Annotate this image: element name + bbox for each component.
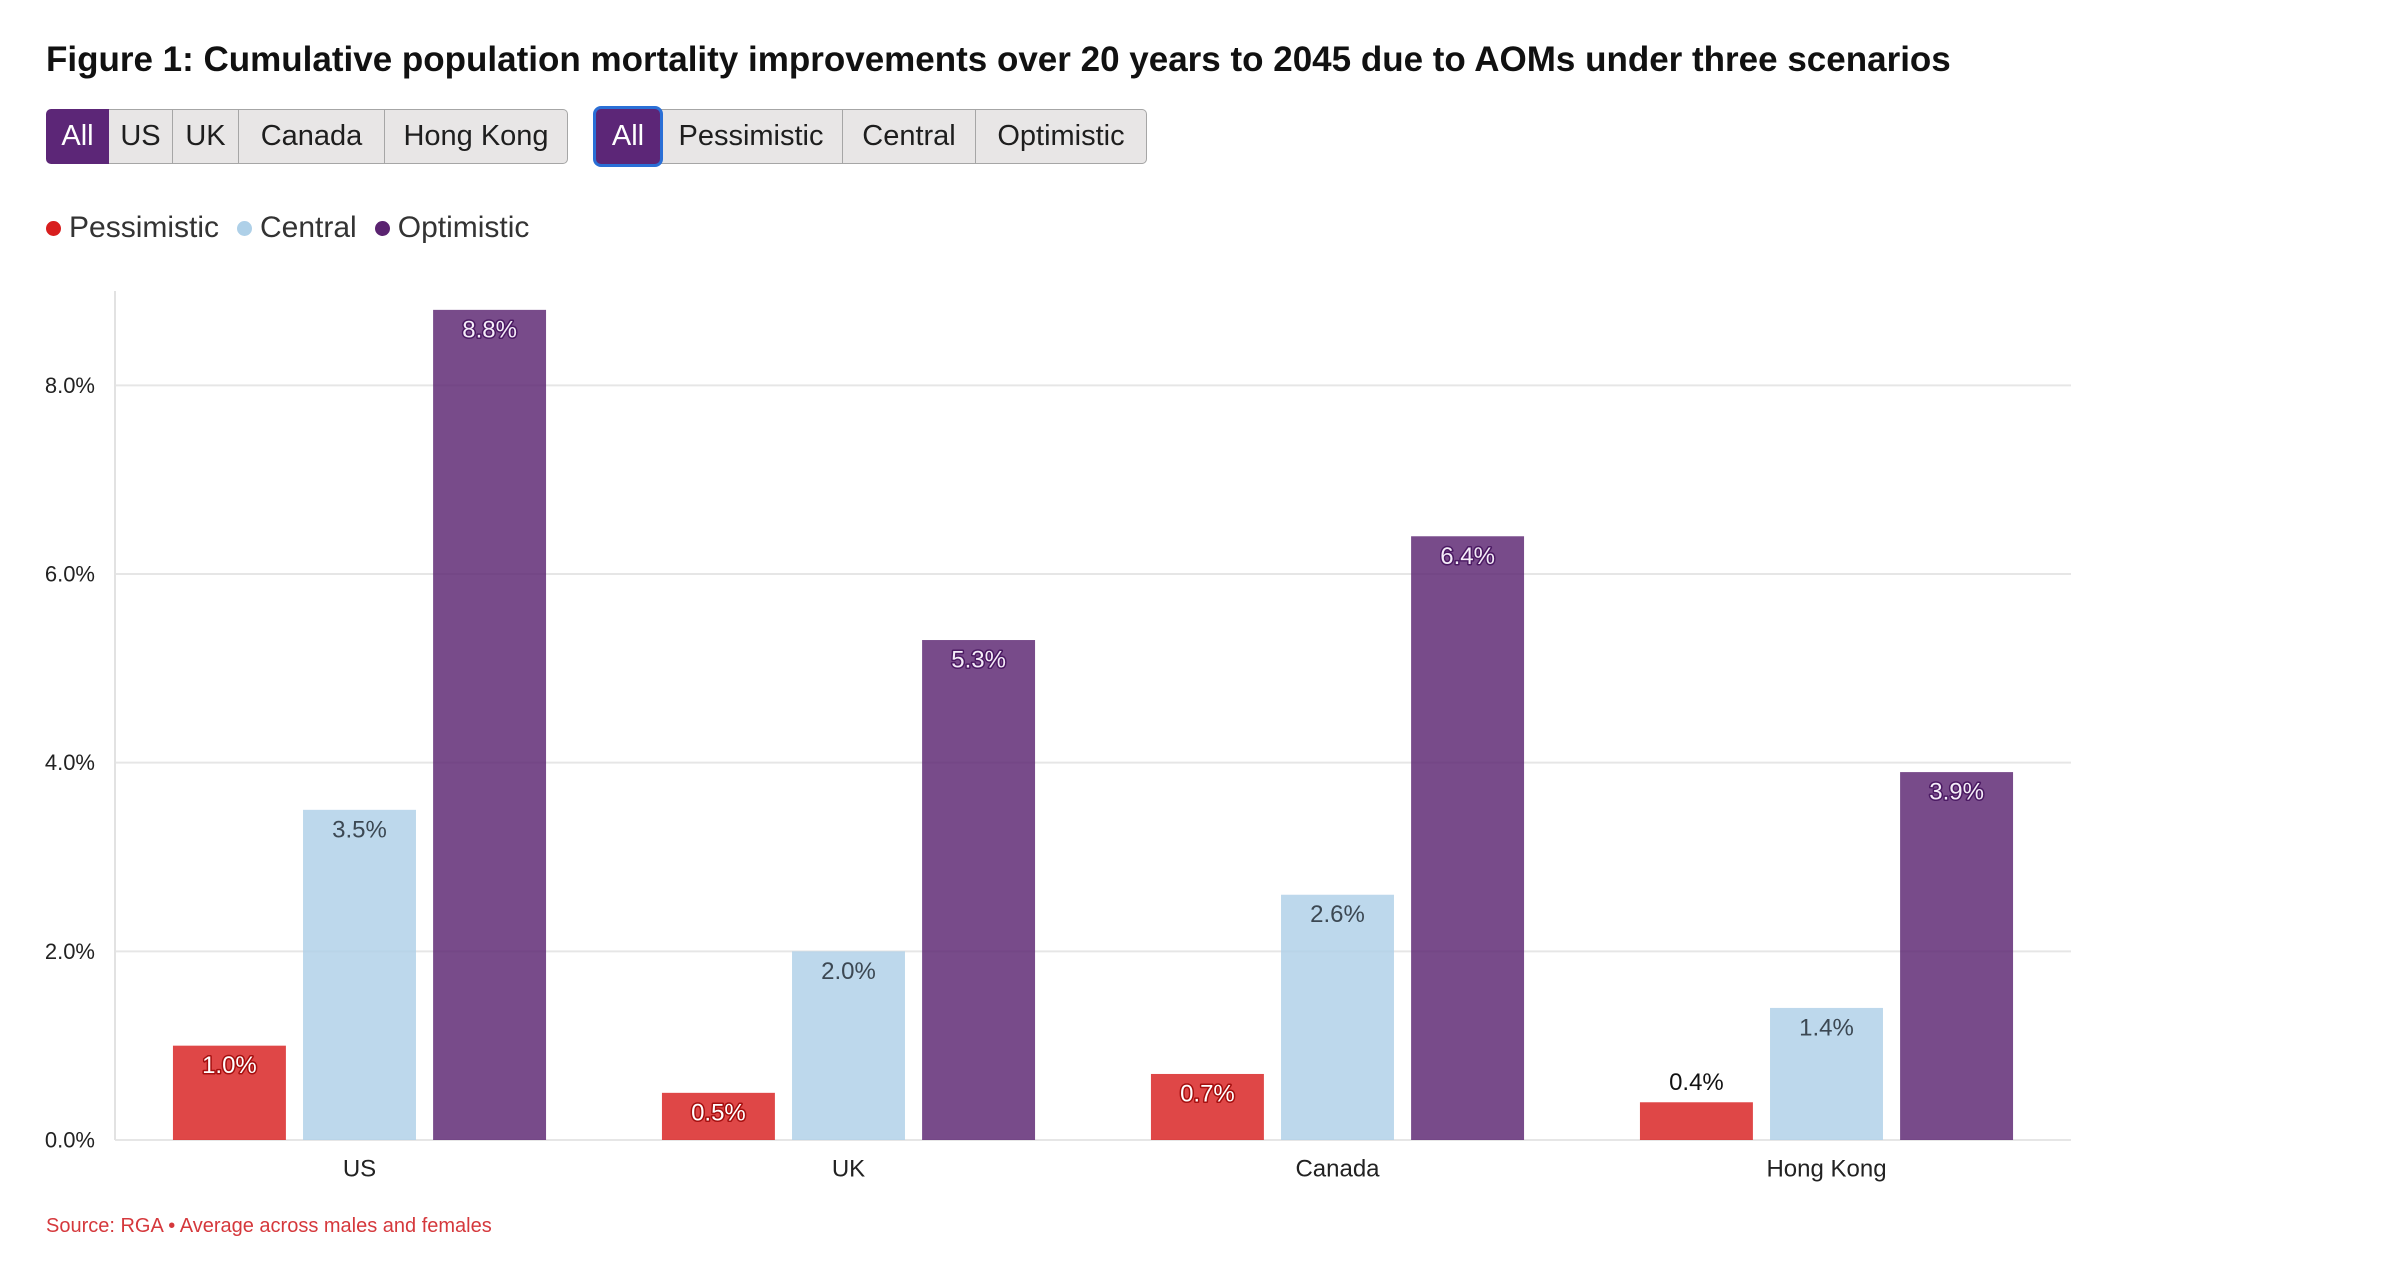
bar-hong-kong-central [1770, 1007, 1883, 1140]
bar-us-central [303, 809, 416, 1140]
bar-uk-central [792, 951, 905, 1140]
data-label: 3.9% [1929, 779, 1984, 806]
scenario-filter-all-button[interactable]: All [596, 109, 660, 164]
y-tick-label: 8.0% [45, 373, 95, 398]
bar-canada-pessimistic [1150, 1073, 1264, 1140]
bar-canada-central [1281, 894, 1394, 1140]
data-label: 1.4% [1799, 1014, 1854, 1041]
scenario-filter-pessimistic-button[interactable]: Pessimistic [660, 109, 843, 164]
region-filter-canada-button[interactable]: Canada [239, 109, 385, 164]
y-tick-label: 4.0% [45, 750, 95, 775]
data-label: 0.4% [1669, 1069, 1724, 1096]
data-label: 1.0% [202, 1052, 257, 1079]
scenario-filter-group: All Pessimistic Central Optimistic [596, 109, 1147, 164]
x-tick-label: Hong Kong [1766, 1156, 1886, 1183]
data-label: 3.5% [332, 816, 387, 843]
y-tick-label: 0.0% [45, 1128, 95, 1153]
x-tick-label: UK [832, 1156, 865, 1183]
source-note: Source: RGA • Average across males and f… [46, 1215, 492, 1237]
category-group-uk: 0.5% 2.0% 5.3% UK [661, 640, 1036, 1183]
region-filter-hong-kong-button[interactable]: Hong Kong [385, 109, 568, 164]
x-tick-label: Canada [1295, 1156, 1380, 1183]
category-group-canada: 0.7% 2.6% 6.4% Canada [1150, 536, 1525, 1183]
legend-item-pessimistic[interactable]: Pessimistic [46, 209, 219, 247]
data-label: 2.0% [821, 958, 876, 985]
scenario-filter-central-button[interactable]: Central [843, 109, 976, 164]
y-tick-label: 2.0% [45, 939, 95, 964]
data-label: 0.7% [1180, 1080, 1235, 1107]
bar-us-optimistic [433, 309, 547, 1140]
bar-uk-pessimistic [661, 1092, 775, 1140]
y-tick-label: 6.0% [45, 562, 95, 587]
x-tick-label: US [343, 1156, 376, 1183]
page-title: Figure 1: Cumulative population mortalit… [46, 40, 1951, 79]
filter-controls: All US UK Canada Hong Kong All Pessimistic Cen… [46, 109, 1147, 164]
legend-item-central[interactable]: Central [237, 209, 357, 247]
data-label: 6.4% [1440, 543, 1495, 570]
category-group-hong-kong: 0.4% 1.4% 3.9% Hong Kong [1639, 772, 2014, 1183]
bar-hong-kong-optimistic [1900, 772, 2014, 1140]
gridlines: 0.0% 2.0% 4.0% 6.0% 8.0% [45, 373, 2071, 1153]
data-label: 2.6% [1310, 901, 1365, 928]
data-label: 8.8% [462, 316, 517, 343]
region-filter-group: All US UK Canada Hong Kong [46, 109, 568, 164]
bar-us-pessimistic [172, 1045, 286, 1140]
legend-swatch-pessimistic [46, 220, 61, 236]
category-group-us: 1.0% 3.5% 8.8% US [172, 309, 547, 1183]
legend-label: Pessimistic [69, 211, 220, 244]
legend-swatch-central [237, 220, 253, 236]
bar-uk-optimistic [922, 640, 1036, 1140]
region-filter-us-button[interactable]: US [109, 109, 173, 164]
region-filter-all-button[interactable]: All [46, 109, 109, 164]
chart-legend: Pessimistic Central Optimistic [46, 209, 547, 247]
data-label: 0.5% [691, 1099, 746, 1126]
bar-canada-optimistic [1411, 536, 1525, 1140]
region-filter-uk-button[interactable]: UK [173, 109, 239, 164]
legend-label: Central [260, 211, 357, 244]
scenario-filter-optimistic-button[interactable]: Optimistic [976, 109, 1147, 164]
legend-item-optimistic[interactable]: Optimistic [374, 209, 530, 247]
bar-hong-kong-pessimistic [1639, 1102, 1753, 1140]
data-label: 5.3% [951, 647, 1006, 674]
legend-label: Optimistic [397, 211, 530, 244]
legend-swatch-optimistic [374, 220, 390, 236]
